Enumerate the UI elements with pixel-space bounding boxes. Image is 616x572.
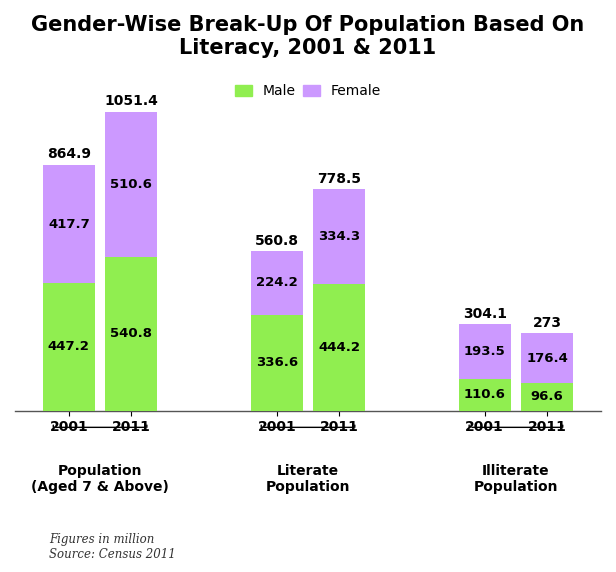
Bar (521, 333, 573, 383)
Bar (43, 283, 95, 411)
Bar (43, 165, 95, 283)
Text: 304.1: 304.1 (463, 307, 507, 321)
Text: 560.8: 560.8 (255, 234, 299, 248)
Title: Gender-Wise Break-Up Of Population Based On
Literacy, 2001 & 2011: Gender-Wise Break-Up Of Population Based… (31, 15, 585, 58)
Text: 193.5: 193.5 (464, 345, 506, 358)
Bar (251, 315, 303, 411)
Text: 510.6: 510.6 (110, 178, 152, 190)
Text: 778.5: 778.5 (317, 172, 361, 186)
Text: Literate
Population: Literate Population (265, 464, 351, 494)
Text: 444.2: 444.2 (318, 341, 360, 354)
Text: 224.2: 224.2 (256, 276, 298, 289)
Text: Illiterate
Population: Illiterate Population (474, 464, 558, 494)
Text: 110.6: 110.6 (464, 388, 506, 402)
Bar (105, 257, 157, 411)
Bar (105, 112, 157, 257)
Text: Figures in million
Source: Census 2011: Figures in million Source: Census 2011 (49, 533, 176, 561)
Bar (521, 383, 573, 411)
Bar (313, 189, 365, 284)
Text: Population
(Aged 7 & Above): Population (Aged 7 & Above) (31, 464, 169, 494)
Text: 273: 273 (533, 316, 562, 329)
Text: 417.7: 417.7 (48, 217, 90, 231)
Legend: Male, Female: Male, Female (230, 78, 386, 104)
Text: 336.6: 336.6 (256, 356, 298, 369)
Bar (313, 284, 365, 411)
Text: 447.2: 447.2 (48, 340, 90, 353)
Text: 334.3: 334.3 (318, 231, 360, 243)
Bar (459, 324, 511, 379)
Text: 540.8: 540.8 (110, 327, 152, 340)
Text: 96.6: 96.6 (531, 390, 564, 403)
Bar (459, 379, 511, 411)
Bar (251, 251, 303, 315)
Text: 864.9: 864.9 (47, 147, 91, 161)
Text: 1051.4: 1051.4 (104, 94, 158, 108)
Text: 176.4: 176.4 (526, 352, 568, 364)
